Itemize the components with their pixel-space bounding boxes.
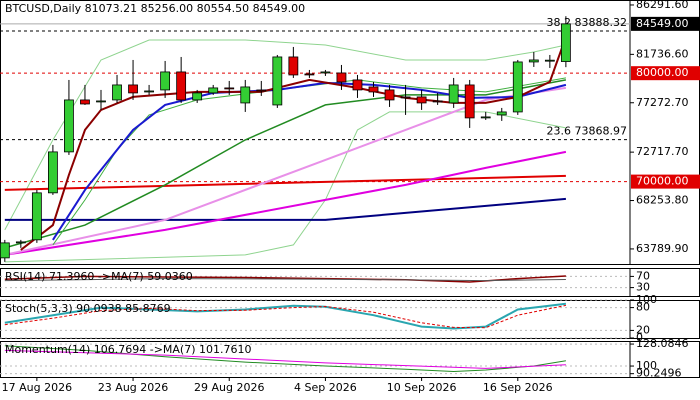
candle-body [448, 84, 459, 104]
y-tick-label: 68253.80 [636, 194, 689, 207]
candle-body [128, 84, 138, 94]
candle-body [336, 72, 347, 83]
x-tick-label: 10 Sep 2026 [387, 381, 457, 394]
price-tag-label: 80000.00 [636, 66, 689, 79]
candle-body [560, 23, 571, 62]
candle-body [528, 59, 539, 63]
indicator-line [4, 150, 567, 256]
y-tick-label: 20 [636, 323, 650, 336]
candle-body [384, 89, 395, 101]
candle-body [208, 87, 219, 94]
x-tick-label: 29 Aug 2026 [194, 381, 264, 394]
indicator-line [4, 39, 567, 231]
candle-body [432, 100, 443, 103]
candle-body [80, 99, 90, 105]
y-tick-label: 90.2496 [636, 367, 682, 380]
candle-body [96, 100, 106, 103]
candle-body [0, 242, 10, 259]
y-tick-label: 100 [636, 359, 657, 372]
candle-body [368, 86, 379, 93]
candle-body [416, 96, 427, 104]
price-tag-label: 70000.00 [636, 175, 689, 188]
panel-title: RSI(14) 71.3960 ->MA(7) 59.0360 [5, 270, 193, 283]
candle-body [400, 96, 411, 99]
candle-body [176, 71, 187, 101]
x-tick-label: 4 Sep 2026 [294, 381, 357, 394]
indicator-line [4, 302, 567, 330]
candle-body [224, 87, 235, 90]
y-tick-label: 70 [636, 269, 650, 282]
indicator-line [4, 275, 566, 283]
candle-body [256, 89, 267, 92]
y-tick-label: 72717.70 [636, 145, 689, 158]
candle-body [144, 90, 154, 93]
y-tick-label: 30 [636, 281, 650, 294]
x-tick-label: 17 Aug 2026 [2, 381, 72, 394]
x-tick-label: 16 Sep 2026 [483, 381, 553, 394]
candle-body [192, 92, 203, 101]
y-tick-label: 77272.70 [636, 96, 689, 109]
y-tick-label: 80 [636, 301, 650, 314]
y-tick-label: 128.0846 [636, 337, 689, 350]
candle-body [15, 241, 26, 244]
candle-body [272, 56, 283, 106]
indicator-line [4, 349, 566, 369]
candle-body [112, 84, 122, 101]
price-tag [631, 174, 700, 189]
y-tick-label: 81736.60 [636, 47, 689, 60]
level-label: 23.6 73868.97 [547, 125, 627, 138]
indicator-line [20, 36, 567, 251]
y-tick-label: 0 [636, 331, 643, 344]
y-tick-label: 86291.60 [636, 0, 689, 11]
candle-body [304, 73, 315, 76]
candle-body [31, 192, 42, 241]
candle-body [480, 116, 491, 119]
candle-body [240, 86, 251, 104]
price-tag [631, 66, 700, 81]
candle-body [544, 59, 555, 62]
y-tick-label: 100 [636, 293, 657, 306]
candle-body [512, 61, 523, 113]
candle-body [320, 71, 331, 74]
indicator-line [4, 197, 566, 221]
candle-body [352, 79, 363, 91]
y-tick-label: 63789.90 [636, 242, 689, 255]
candle-body [496, 111, 507, 116]
indicator-line [4, 304, 566, 329]
indicator-line [4, 278, 566, 282]
candle-body [64, 99, 74, 153]
candle-body [288, 56, 299, 76]
candle-body [160, 71, 171, 91]
price-tag [631, 16, 700, 31]
price-tag-label: 84549.00 [636, 17, 689, 30]
panel-title: Momentum(14) 106.7694 ->MA(7) 101.7610 [5, 343, 252, 356]
candle-body [464, 84, 475, 119]
panel-title: BTCUSD,Daily 81073.21 85256.00 80554.50 … [5, 2, 305, 15]
panel-title: Stoch(5,3,3) 90.0938 85.8769 [5, 302, 171, 315]
candle-body [48, 151, 58, 194]
level-label: 38.2 83888.32 [547, 16, 627, 29]
indicator-line [4, 174, 566, 191]
x-tick-label: 23 Aug 2026 [98, 381, 168, 394]
